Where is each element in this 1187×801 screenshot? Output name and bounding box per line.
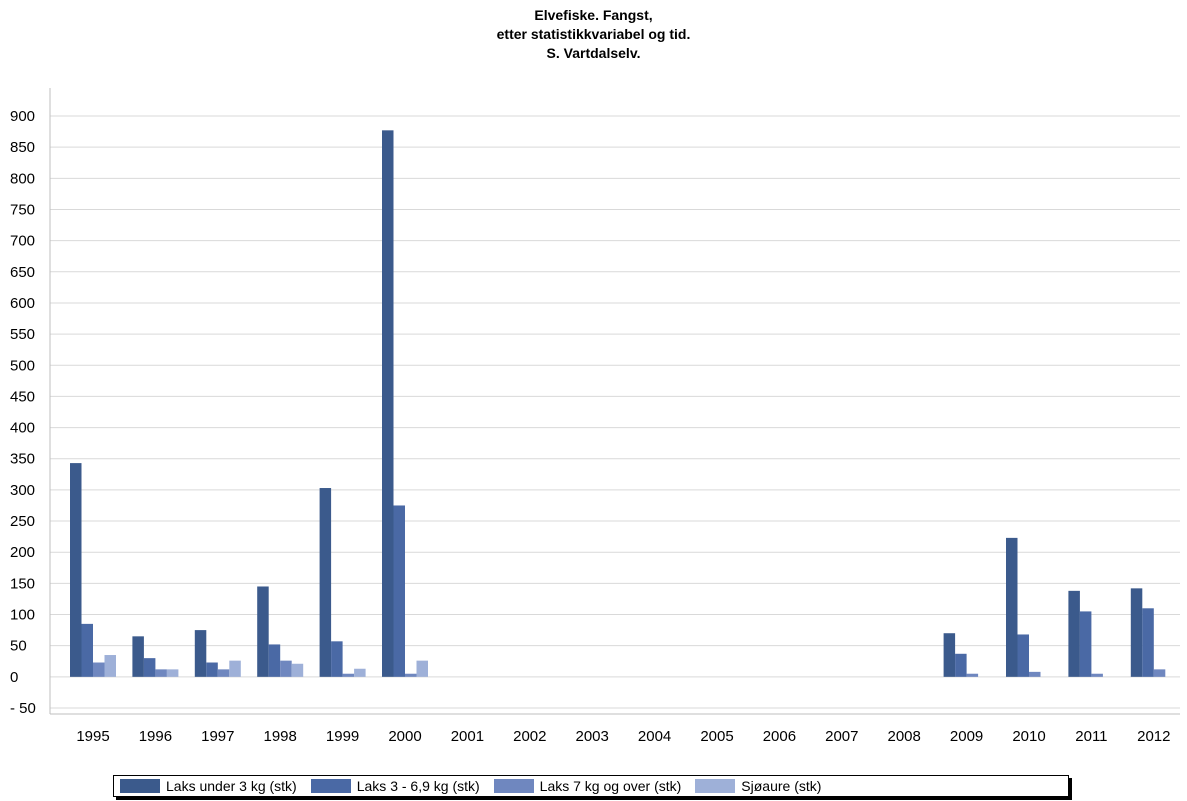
y-tick-label: 850 [10,139,35,156]
bar [955,653,967,677]
bar [257,586,269,677]
legend-item: Laks 3 - 6,9 kg (stk) [310,778,480,794]
x-tick-label: 2009 [950,728,983,745]
bar [1142,608,1154,677]
x-tick-label: 2007 [825,728,858,745]
x-tick-label: 1999 [326,728,359,745]
legend-label: Sjøaure (stk) [741,778,822,794]
legend-swatch [120,779,160,793]
bar [81,623,93,677]
x-tick-label: 2006 [763,728,796,745]
legend-label: Laks under 3 kg (stk) [166,778,297,794]
y-tick-label: 0 [10,669,18,686]
legend-item: Laks 7 kg og over (stk) [493,778,682,794]
legend-item: Laks under 3 kg (stk) [120,778,297,794]
x-tick-label: 2005 [700,728,733,745]
bar [416,660,428,677]
y-tick-labels: 9008508007507006506005505004504003503002… [10,108,36,717]
bar [217,669,230,677]
y-tick-label: 500 [10,357,35,374]
y-tick-label: 300 [10,482,35,499]
y-tick-label: 250 [10,513,35,530]
y-tick-label: - 50 [10,700,36,717]
bar [1068,590,1080,677]
bar [331,641,343,677]
bar [354,668,366,677]
legend: Laks under 3 kg (stk) Laks 3 - 6,9 kg (st… [113,775,1069,797]
bar [1029,671,1041,677]
legend-swatch [695,779,736,793]
bar [1130,588,1143,677]
bar [291,663,304,677]
y-tick-label: 50 [10,638,27,655]
bar [319,488,332,677]
y-tick-label: 650 [10,264,35,281]
bar [1079,611,1092,677]
x-tick-label: 1996 [139,728,172,745]
bar [1006,537,1018,677]
legend-item: Sjøaure (stk) [695,778,821,794]
chart-title: Elvefiske. Fangst, etter statistikkvaria… [0,6,1187,63]
x-tick-label: 2000 [388,728,421,745]
y-tick-label: 400 [10,420,35,437]
y-tick-label: 700 [10,233,35,250]
bar [166,669,179,677]
legend-swatch [493,779,534,793]
legend-label: Laks 3 - 6,9 kg (stk) [356,778,480,794]
x-tick-labels: 1995 1996 1997 1998 1999 2000 2001 2002 2003 2004… [76,728,1170,745]
chart-title-line-2: etter statistikkvariabel og tid. [496,26,691,42]
bar [229,660,241,677]
y-tick-label: 350 [10,451,35,468]
y-tick-label: 600 [10,295,35,312]
x-tick-label: 2011 [1075,728,1107,745]
bar [104,655,116,677]
bar [268,644,281,677]
y-tick-label: 800 [10,170,35,187]
y-tick-label: 900 [10,108,35,125]
bar [143,658,156,677]
bar [405,673,417,677]
bar [1091,673,1103,677]
legend-label: Laks 7 kg og over (stk) [539,778,682,794]
grid-lines [50,115,1180,709]
bar [132,636,144,677]
bar [382,130,394,677]
bar [155,669,167,677]
x-tick-label: 1995 [76,728,109,745]
x-tick-label: 1998 [264,728,297,745]
y-tick-label: 200 [10,544,35,561]
y-tick-label: 450 [10,388,35,405]
bar [206,662,218,677]
bar [93,662,105,677]
chart-title-line-3: S. Vartdalselv. [546,45,641,61]
bar [70,463,82,677]
x-tick-label: 2010 [1012,728,1045,745]
axes [49,88,1180,715]
x-tick-label: 1997 [201,728,234,745]
x-tick-label: 2003 [576,728,609,745]
bar [342,673,355,677]
y-tick-label: 750 [10,201,35,218]
bars [70,130,1166,677]
x-tick-label: 2002 [513,728,546,745]
x-tick-label: 2004 [638,728,671,745]
bar [1153,669,1166,677]
chart-title-line-1: Elvefiske. Fangst, [534,7,653,23]
y-tick-label: 550 [10,326,35,343]
bar [943,633,956,677]
legend-swatch [310,779,351,793]
bar [280,660,292,677]
x-tick-label: 2008 [888,728,921,745]
x-tick-label: 2012 [1137,728,1170,745]
y-tick-label: 150 [10,575,35,592]
bar [194,630,207,677]
bar [1017,634,1029,677]
x-tick-label: 2001 [451,728,484,745]
y-tick-label: 100 [10,607,35,624]
bar [966,673,979,677]
bar [393,505,405,677]
